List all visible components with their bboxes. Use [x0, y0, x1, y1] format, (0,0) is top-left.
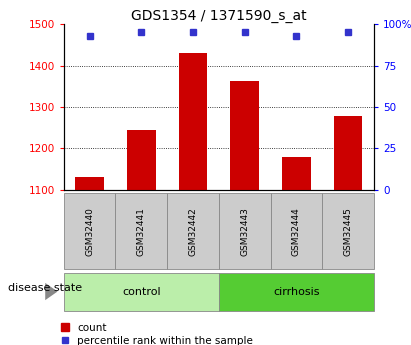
- Legend: count, percentile rank within the sample: count, percentile rank within the sample: [61, 323, 253, 345]
- Bar: [219, 273, 374, 310]
- Text: GSM32444: GSM32444: [292, 207, 301, 256]
- Bar: [334, 116, 363, 190]
- Bar: [64, 273, 219, 310]
- Text: disease state: disease state: [8, 283, 82, 293]
- Bar: [270, 193, 322, 269]
- Text: GSM32440: GSM32440: [85, 207, 94, 256]
- Text: cirrhosis: cirrhosis: [273, 287, 320, 296]
- Bar: [219, 193, 270, 269]
- Bar: [75, 177, 104, 190]
- Text: GSM32441: GSM32441: [137, 207, 146, 256]
- Bar: [115, 193, 167, 269]
- Bar: [179, 53, 207, 190]
- Title: GDS1354 / 1371590_s_at: GDS1354 / 1371590_s_at: [131, 9, 307, 23]
- Bar: [167, 193, 219, 269]
- Bar: [282, 157, 311, 190]
- Text: GSM32445: GSM32445: [344, 207, 353, 256]
- Bar: [322, 193, 374, 269]
- Text: control: control: [122, 287, 161, 296]
- Text: GSM32443: GSM32443: [240, 207, 249, 256]
- Text: GSM32442: GSM32442: [189, 207, 198, 256]
- Bar: [127, 130, 155, 190]
- Bar: [64, 193, 115, 269]
- Bar: [231, 81, 259, 190]
